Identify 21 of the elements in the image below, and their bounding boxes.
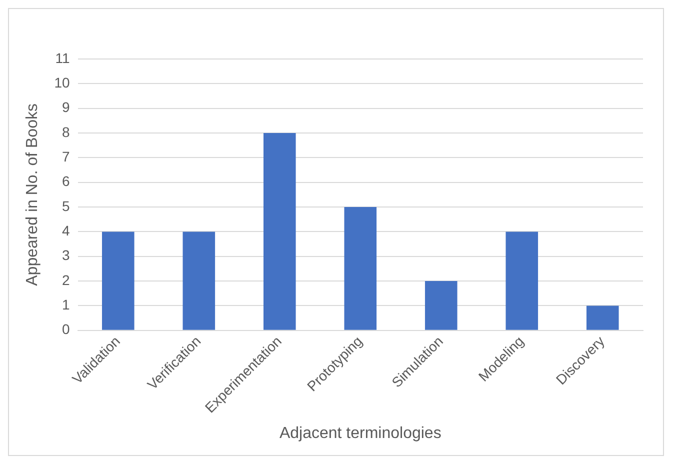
y-tick-label: 10: [54, 74, 70, 91]
bar: [102, 232, 134, 330]
bar: [424, 281, 458, 330]
y-tick-label: 2: [62, 272, 70, 288]
bar: [182, 232, 216, 330]
x-axis-title: Adjacent terminologies: [279, 424, 442, 442]
y-tick-label: 4: [62, 222, 70, 239]
y-tick-label: 6: [62, 173, 70, 190]
bar: [586, 306, 619, 330]
y-tick-label: 1: [62, 296, 70, 313]
y-tick-label: 3: [62, 247, 70, 264]
bar: [506, 232, 538, 330]
y-tick-label: 5: [62, 198, 70, 214]
bar: [263, 133, 296, 330]
y-tick-label: 9: [62, 99, 70, 116]
y-tick-label: 7: [62, 148, 70, 165]
y-tick-label: 11: [55, 50, 70, 66]
y-tick-label: 8: [62, 124, 70, 140]
bar: [344, 207, 377, 330]
y-axis-title: Appeared in No. of Books: [24, 104, 42, 286]
y-tick-label: 0: [62, 321, 70, 338]
